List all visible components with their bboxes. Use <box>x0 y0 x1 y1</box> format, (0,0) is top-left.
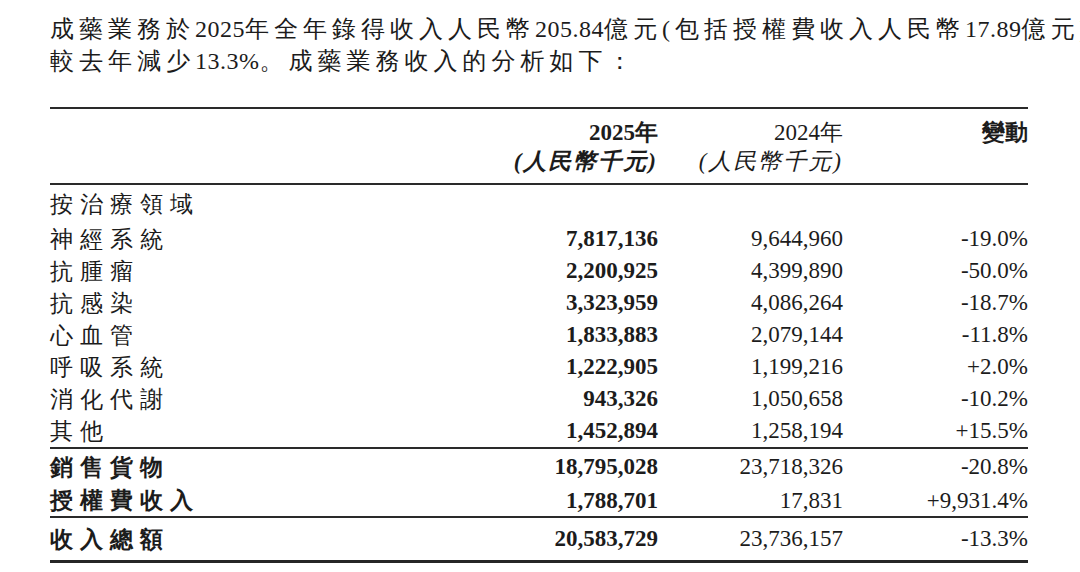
table-row: 神經系統 7,817,136 9,644,960 -19.0% <box>50 223 1028 255</box>
total-row-goods: 銷售貨物 18,795,028 23,718,326 -20.8% <box>50 448 1028 485</box>
column-header-change: 變動 <box>843 108 1028 184</box>
value-2024: 1,050,658 <box>658 383 843 415</box>
value-2024: 4,399,890 <box>658 255 843 287</box>
column-header-2024: 2024年 (人民幣千元) <box>658 108 843 184</box>
table-row: 呼吸系統 1,222,905 1,199,216 +2.0% <box>50 351 1028 383</box>
value-2025: 2,200,925 <box>470 255 658 287</box>
grand-total-row: 收入總額 20,583,729 23,736,157 -13.3% <box>50 517 1028 562</box>
change-value: -11.8% <box>843 319 1028 351</box>
row-label: 心血管 <box>50 319 470 351</box>
row-label: 抗感染 <box>50 287 470 319</box>
row-label: 銷售貨物 <box>50 448 470 485</box>
change-value: +15.5% <box>843 415 1028 448</box>
change-value: +2.0% <box>843 351 1028 383</box>
value-2024: 17,831 <box>658 485 843 517</box>
section-label: 按治療領域 <box>50 184 1028 223</box>
header-spacer <box>50 108 470 184</box>
table-row: 抗腫瘤 2,200,925 4,399,890 -50.0% <box>50 255 1028 287</box>
value-2024: 1,199,216 <box>658 351 843 383</box>
unit-2025-label: (人民幣千元) <box>470 148 658 175</box>
row-label: 授權費收入 <box>50 485 470 517</box>
row-label: 抗腫瘤 <box>50 255 470 287</box>
change-value: -19.0% <box>843 223 1028 255</box>
change-value: -20.8% <box>843 448 1028 485</box>
row-label: 其他 <box>50 415 470 448</box>
value-2025: 1,788,701 <box>470 485 658 517</box>
intro-line-2: 較去年減少13.3%。成藥業務收入的分析如下： <box>50 45 1060 77</box>
total-row-royalty: 授權費收入 1,788,701 17,831 +9,931.4% <box>50 485 1028 517</box>
document-page: 成藥業務於2025年全年錄得收入人民幣205.84億元(包括授權費收入人民幣17… <box>0 0 1080 572</box>
row-label: 神經系統 <box>50 223 470 255</box>
value-2024: 1,258,194 <box>658 415 843 448</box>
change-value: -10.2% <box>843 383 1028 415</box>
year-2025-label: 2025年 <box>470 118 658 148</box>
value-2024: 4,086,264 <box>658 287 843 319</box>
value-2025: 943,326 <box>470 383 658 415</box>
table-row: 消化代謝 943,326 1,050,658 -10.2% <box>50 383 1028 415</box>
value-2024: 2,079,144 <box>658 319 843 351</box>
table-header-row: 2025年 (人民幣千元) 2024年 (人民幣千元) 變動 <box>50 108 1028 184</box>
table-row: 抗感染 3,323,959 4,086,264 -18.7% <box>50 287 1028 319</box>
revenue-table: 2025年 (人民幣千元) 2024年 (人民幣千元) 變動 按治療領域 神經系… <box>50 107 1028 563</box>
change-label: 變動 <box>843 118 1028 148</box>
change-value: -13.3% <box>843 517 1028 562</box>
section-row: 按治療領域 <box>50 184 1028 223</box>
change-value: -50.0% <box>843 255 1028 287</box>
value-2025: 7,817,136 <box>470 223 658 255</box>
table-row: 其他 1,452,894 1,258,194 +15.5% <box>50 415 1028 448</box>
intro-line-1: 成藥業務於2025年全年錄得收入人民幣205.84億元(包括授權費收入人民幣17… <box>50 13 1060 45</box>
change-value: +9,931.4% <box>843 485 1028 517</box>
value-2025: 1,833,883 <box>470 319 658 351</box>
value-2025: 1,452,894 <box>470 415 658 448</box>
unit-2024-label: (人民幣千元) <box>658 148 843 175</box>
row-label: 收入總額 <box>50 517 470 562</box>
value-2025: 1,222,905 <box>470 351 658 383</box>
column-header-2025: 2025年 (人民幣千元) <box>470 108 658 184</box>
table-row: 心血管 1,833,883 2,079,144 -11.8% <box>50 319 1028 351</box>
change-value: -18.7% <box>843 287 1028 319</box>
value-2024: 23,736,157 <box>658 517 843 562</box>
value-2024: 9,644,960 <box>658 223 843 255</box>
year-2024-label: 2024年 <box>658 118 843 148</box>
value-2024: 23,718,326 <box>658 448 843 485</box>
value-2025: 20,583,729 <box>470 517 658 562</box>
row-label: 呼吸系統 <box>50 351 470 383</box>
intro-paragraph: 成藥業務於2025年全年錄得收入人民幣205.84億元(包括授權費收入人民幣17… <box>50 13 1060 77</box>
value-2025: 3,323,959 <box>470 287 658 319</box>
row-label: 消化代謝 <box>50 383 470 415</box>
value-2025: 18,795,028 <box>470 448 658 485</box>
